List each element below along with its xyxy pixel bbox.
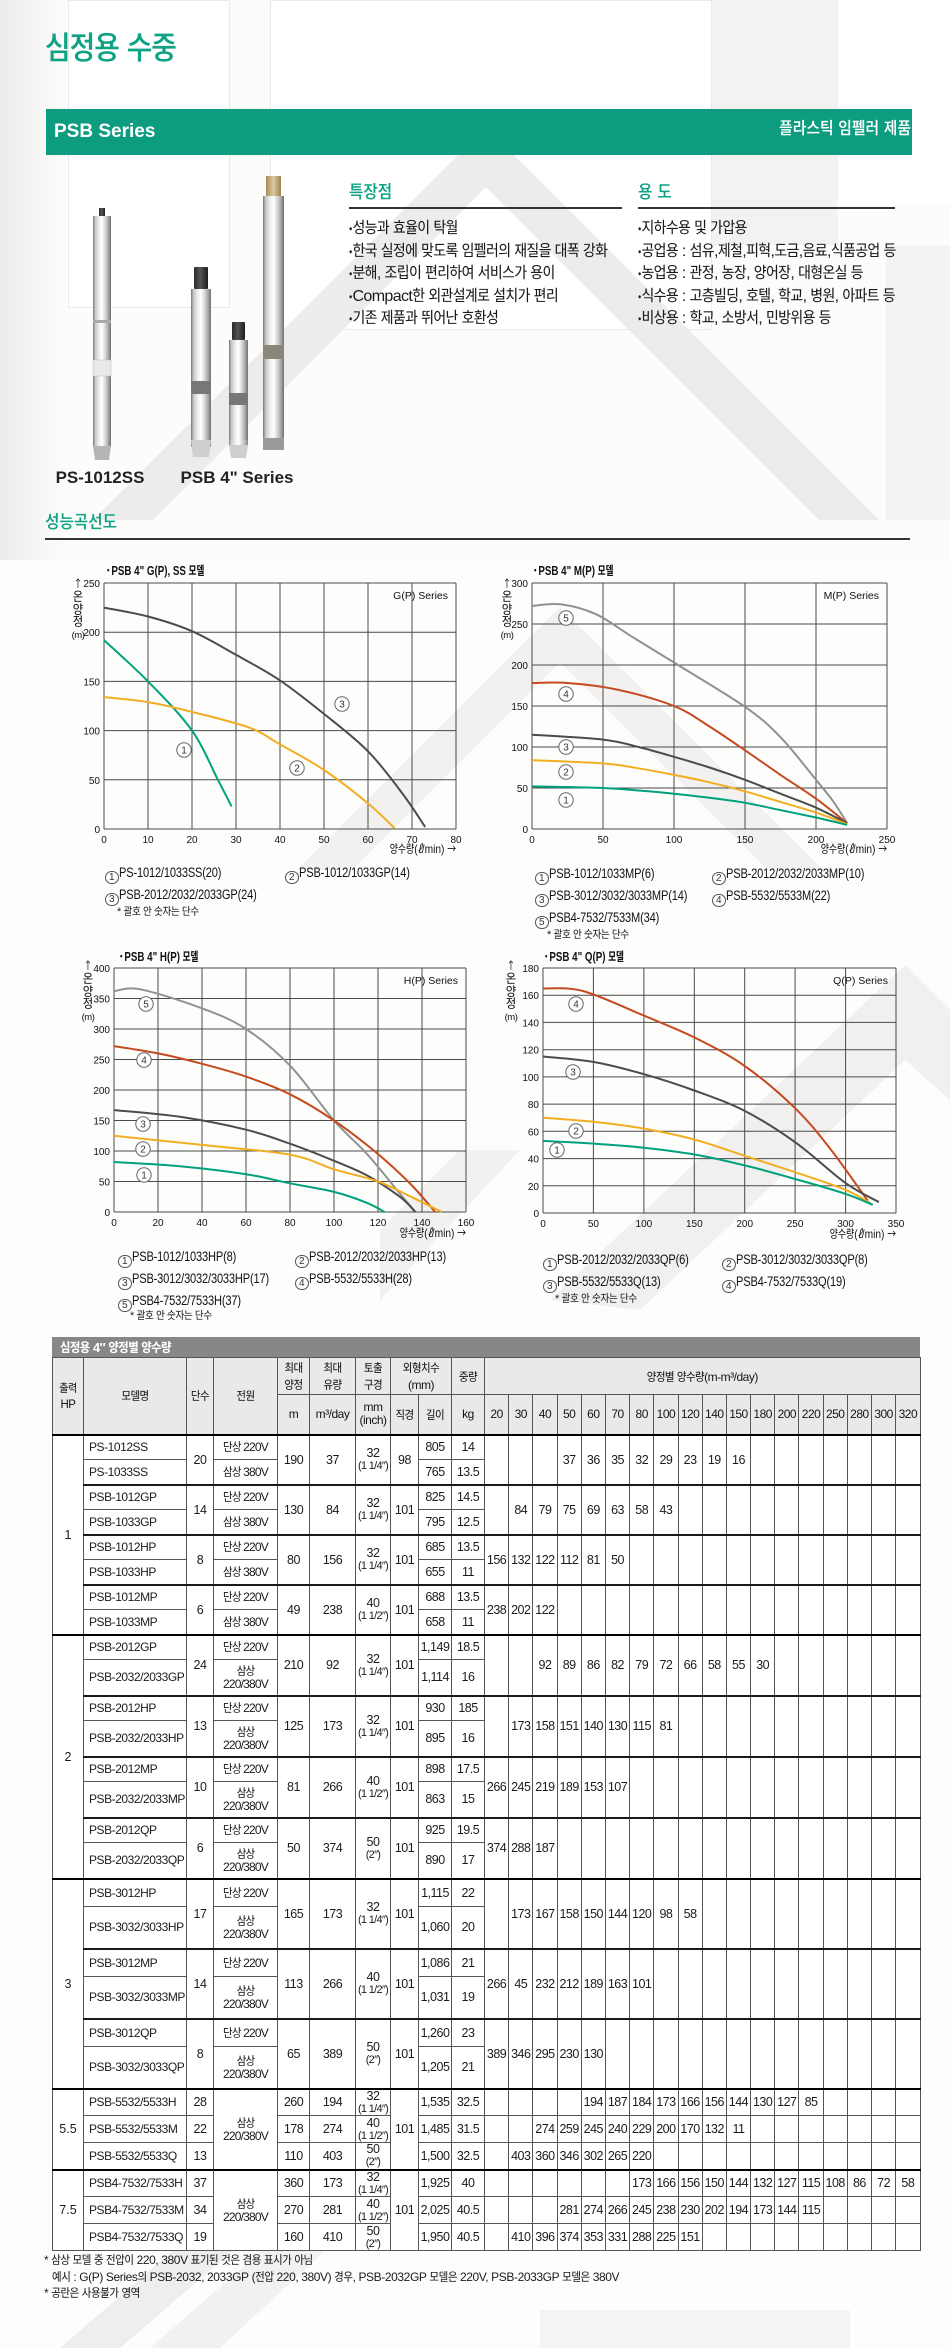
- svg-text:2: 2: [573, 1123, 579, 1138]
- svg-text:140: 140: [414, 1214, 431, 1229]
- svg-text:3: 3: [563, 739, 569, 754]
- svg-text:2: 2: [140, 1141, 146, 1156]
- svg-text:4: 4: [141, 1052, 147, 1067]
- svg-text:0: 0: [101, 831, 107, 846]
- svg-text:2: 2: [294, 760, 300, 775]
- svg-text:300: 300: [511, 575, 528, 590]
- svg-text:200: 200: [808, 831, 825, 846]
- svg-text:1: 1: [554, 1142, 560, 1157]
- svg-text:100: 100: [93, 1143, 110, 1158]
- svg-text:100: 100: [636, 1215, 653, 1230]
- svg-text:50: 50: [597, 831, 609, 846]
- svg-text:250: 250: [93, 1052, 110, 1067]
- svg-text:40: 40: [274, 831, 286, 846]
- svg-text:0: 0: [522, 821, 528, 836]
- svg-text:40: 40: [528, 1151, 540, 1166]
- svg-text:250: 250: [787, 1215, 804, 1230]
- svg-text:60: 60: [528, 1123, 540, 1138]
- svg-text:Q(P) Series: Q(P) Series: [833, 973, 888, 988]
- svg-text:H(P) Series: H(P) Series: [404, 973, 458, 988]
- svg-text:150: 150: [83, 673, 100, 688]
- svg-text:4: 4: [573, 996, 579, 1011]
- svg-text:120: 120: [522, 1042, 539, 1057]
- svg-text:5: 5: [563, 610, 569, 625]
- svg-text:80: 80: [528, 1096, 540, 1111]
- svg-text:250: 250: [879, 831, 896, 846]
- svg-text:20: 20: [528, 1178, 540, 1193]
- svg-text:4: 4: [563, 686, 569, 701]
- svg-text:0: 0: [94, 821, 100, 836]
- svg-text:70: 70: [406, 831, 418, 846]
- svg-text:150: 150: [737, 831, 754, 846]
- svg-text:100: 100: [326, 1214, 343, 1229]
- svg-text:200: 200: [83, 624, 100, 639]
- svg-text:20: 20: [152, 1214, 164, 1229]
- svg-text:10: 10: [142, 831, 154, 846]
- svg-text:100: 100: [511, 739, 528, 754]
- svg-text:200: 200: [93, 1082, 110, 1097]
- svg-text:3: 3: [339, 696, 345, 711]
- svg-text:1: 1: [563, 792, 569, 807]
- svg-text:1: 1: [141, 1167, 147, 1182]
- svg-text:60: 60: [362, 831, 374, 846]
- svg-text:60: 60: [240, 1214, 252, 1229]
- svg-text:M(P) Series: M(P) Series: [824, 588, 879, 603]
- svg-text:3: 3: [570, 1064, 576, 1079]
- svg-text:80: 80: [450, 831, 462, 846]
- svg-text:1: 1: [181, 742, 187, 757]
- svg-text:20: 20: [186, 831, 198, 846]
- svg-text:160: 160: [458, 1214, 475, 1229]
- svg-text:200: 200: [736, 1215, 753, 1230]
- svg-text:2: 2: [563, 764, 569, 779]
- svg-text:100: 100: [666, 831, 683, 846]
- svg-text:0: 0: [540, 1215, 546, 1230]
- svg-text:0: 0: [533, 1205, 539, 1220]
- svg-text:3: 3: [140, 1116, 146, 1131]
- svg-text:G(P) Series: G(P) Series: [393, 588, 448, 603]
- svg-text:50: 50: [89, 772, 101, 787]
- svg-text:150: 150: [686, 1215, 703, 1230]
- svg-text:5: 5: [143, 996, 149, 1011]
- svg-text:180: 180: [522, 960, 539, 975]
- svg-text:50: 50: [517, 780, 529, 795]
- svg-text:80: 80: [284, 1214, 296, 1229]
- svg-text:250: 250: [83, 575, 100, 590]
- svg-text:140: 140: [522, 1014, 539, 1029]
- svg-text:200: 200: [511, 657, 528, 672]
- svg-text:150: 150: [93, 1113, 110, 1128]
- svg-text:350: 350: [93, 991, 110, 1006]
- svg-text:40: 40: [196, 1214, 208, 1229]
- svg-text:400: 400: [93, 960, 110, 975]
- svg-text:30: 30: [230, 831, 242, 846]
- svg-text:100: 100: [522, 1069, 539, 1084]
- svg-text:50: 50: [99, 1174, 111, 1189]
- svg-text:0: 0: [529, 831, 535, 846]
- svg-text:100: 100: [83, 723, 100, 738]
- svg-text:300: 300: [93, 1021, 110, 1036]
- svg-text:250: 250: [511, 616, 528, 631]
- svg-text:0: 0: [111, 1214, 117, 1229]
- svg-text:150: 150: [511, 698, 528, 713]
- svg-text:50: 50: [588, 1215, 600, 1230]
- svg-text:50: 50: [318, 831, 330, 846]
- svg-text:120: 120: [370, 1214, 387, 1229]
- svg-text:300: 300: [837, 1215, 854, 1230]
- svg-text:350: 350: [888, 1215, 905, 1230]
- svg-text:0: 0: [104, 1204, 110, 1219]
- svg-text:160: 160: [522, 987, 539, 1002]
